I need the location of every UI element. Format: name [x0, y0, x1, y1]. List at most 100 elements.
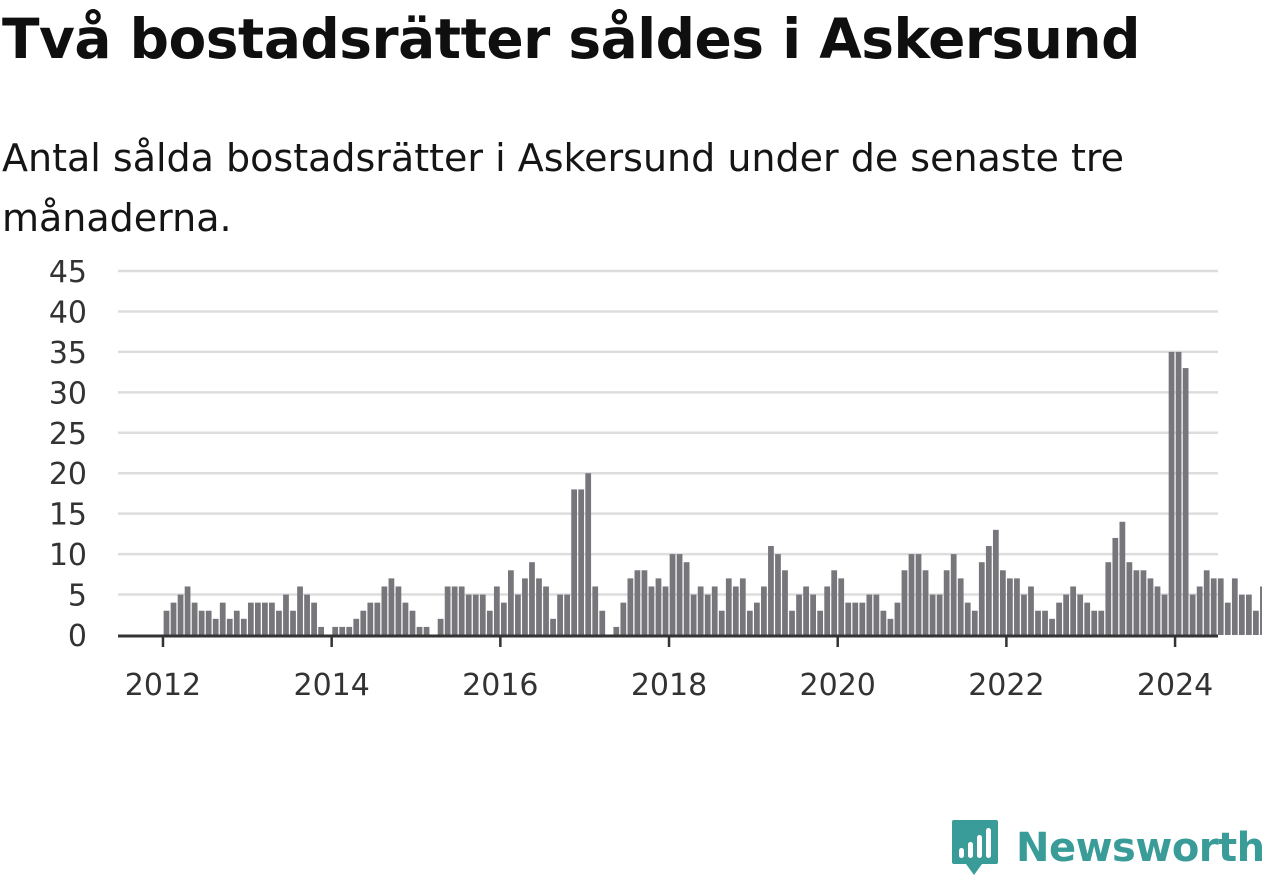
y-tick-label-30: 30 [49, 376, 87, 411]
bar-61 [536, 578, 542, 635]
bar-9 [170, 602, 177, 635]
bar-23 [269, 602, 275, 635]
newsworthy-logo: Newsworthy [950, 818, 1262, 878]
bar-54 [486, 610, 493, 635]
bar-63 [550, 618, 556, 635]
bar-135 [1056, 602, 1062, 635]
bar-95 [775, 554, 781, 635]
bar-118 [936, 594, 943, 635]
bar-40 [388, 578, 395, 635]
bar-142 [1105, 562, 1112, 635]
x-tick-label-2012: 2012 [125, 668, 201, 703]
y-tick-label-0: 0 [68, 619, 87, 654]
bar-159 [1224, 602, 1231, 635]
bar-48 [444, 586, 451, 635]
bar-42 [402, 602, 409, 635]
bar-81 [676, 554, 683, 635]
bar-133 [1042, 610, 1048, 635]
bar-19 [240, 618, 247, 635]
bar-25 [283, 594, 289, 635]
y-tick-label-5: 5 [68, 579, 87, 614]
grid-lines [118, 269, 1218, 596]
bar-148 [1147, 578, 1154, 635]
bar-111 [887, 618, 894, 635]
chart-title: Två bostadsrätter såldes i Askersund [2, 7, 1140, 71]
bar-94 [768, 546, 774, 635]
bar-chart-speech-bubble-icon [952, 820, 998, 875]
bar-83 [690, 594, 697, 635]
bar-8 [163, 610, 170, 635]
bar-143 [1112, 537, 1119, 635]
bar-126 [992, 529, 999, 635]
bar-154 [1189, 594, 1196, 635]
bar-11 [184, 586, 191, 635]
bar-134 [1049, 618, 1055, 635]
bar-138 [1077, 594, 1084, 635]
bar-153 [1182, 368, 1189, 635]
bar-65 [564, 594, 570, 635]
x-tick-label-2018: 2018 [631, 668, 707, 703]
bar-147 [1140, 570, 1147, 635]
x-tick-label-2014: 2014 [293, 668, 369, 703]
bar-43 [409, 610, 416, 635]
bar-88 [725, 578, 732, 635]
bar-146 [1133, 570, 1140, 635]
bar-84 [697, 586, 704, 635]
bar-14 [205, 610, 212, 635]
bar-151 [1168, 351, 1175, 635]
bar-33 [339, 626, 346, 635]
bar-121 [957, 578, 964, 635]
bar-90 [739, 578, 746, 635]
bar-79 [662, 586, 669, 635]
bar-85 [704, 594, 711, 635]
bar-57 [508, 570, 514, 635]
chart-subtitle: Antal sålda bostadsrätter i Askersund un… [2, 136, 1125, 240]
bars [163, 351, 1262, 635]
bar-22 [262, 602, 268, 635]
bar-15 [212, 618, 219, 635]
bar-129 [1014, 578, 1020, 635]
bar-30 [318, 626, 324, 635]
bar-103 [831, 570, 838, 635]
bar-87 [718, 610, 725, 635]
bar-123 [971, 610, 978, 635]
bar-18 [233, 610, 240, 635]
bar-158 [1217, 578, 1224, 635]
bar-70 [599, 610, 606, 635]
bar-74 [627, 578, 634, 635]
bar-55 [493, 586, 500, 635]
bar-162 [1245, 594, 1252, 635]
bar-115 [915, 554, 922, 635]
bar-29 [311, 602, 317, 635]
x-tick-label-2020: 2020 [800, 668, 876, 703]
bar-44 [416, 626, 423, 635]
bar-131 [1028, 586, 1034, 635]
y-tick-label-20: 20 [49, 457, 87, 492]
bar-10 [177, 594, 184, 635]
bar-120 [950, 554, 957, 635]
bar-110 [880, 610, 887, 635]
bar-125 [985, 546, 992, 635]
x-axis-labels: 20122014201620182020202220242026 [125, 668, 1213, 703]
bar-66 [571, 489, 578, 635]
bar-100 [810, 594, 816, 635]
y-tick-label-10: 10 [49, 538, 87, 573]
y-axis-labels: 0 5 10 15 20 25 30 35 40 45 [49, 255, 87, 654]
bar-80 [669, 554, 676, 635]
bar-64 [557, 594, 563, 635]
bar-130 [1021, 594, 1027, 635]
bar-72 [613, 626, 620, 635]
bar-76 [641, 570, 648, 635]
bar-27 [297, 586, 303, 635]
bar-112 [894, 602, 901, 635]
y-tick-label-25: 25 [49, 417, 87, 452]
bar-86 [711, 586, 718, 635]
bar-150 [1161, 594, 1168, 635]
bar-12 [191, 602, 198, 635]
bar-45 [423, 626, 430, 635]
bar-58 [515, 594, 521, 635]
x-tick-label-2022: 2022 [968, 668, 1044, 703]
y-tick-label-45: 45 [49, 255, 87, 290]
bar-141 [1098, 610, 1105, 635]
bar-109 [873, 594, 880, 635]
